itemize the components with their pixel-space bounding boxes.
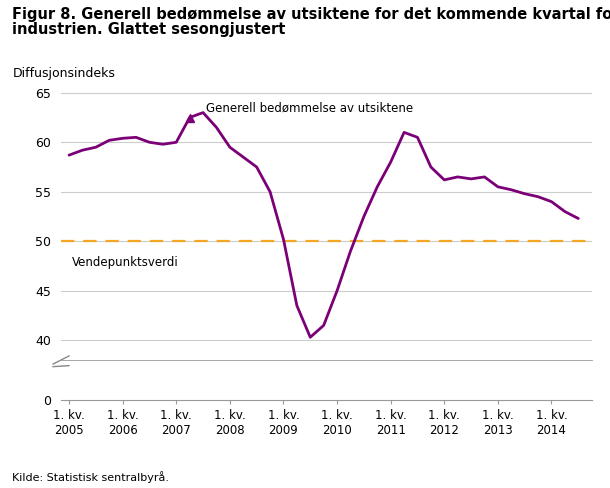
Text: Kilde: Statistisk sentralbyrå.: Kilde: Statistisk sentralbyrå. bbox=[12, 471, 169, 483]
Text: industrien. Glattet sesongjustert: industrien. Glattet sesongjustert bbox=[12, 22, 285, 37]
Y-axis label: Diffusjonsindeks: Diffusjonsindeks bbox=[13, 67, 116, 80]
Text: Generell bedømmelse av utsiktene: Generell bedømmelse av utsiktene bbox=[206, 102, 413, 115]
Text: Vendepunktsverdi: Vendepunktsverdi bbox=[72, 256, 179, 269]
Text: Figur 8. Generell bedømmelse av utsiktene for det kommende kvartal for: Figur 8. Generell bedømmelse av utsikten… bbox=[12, 7, 610, 22]
